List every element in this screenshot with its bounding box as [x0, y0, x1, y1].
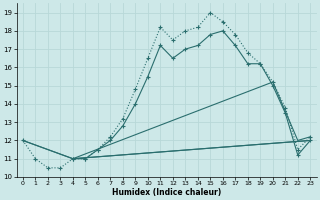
- X-axis label: Humidex (Indice chaleur): Humidex (Indice chaleur): [112, 188, 221, 197]
